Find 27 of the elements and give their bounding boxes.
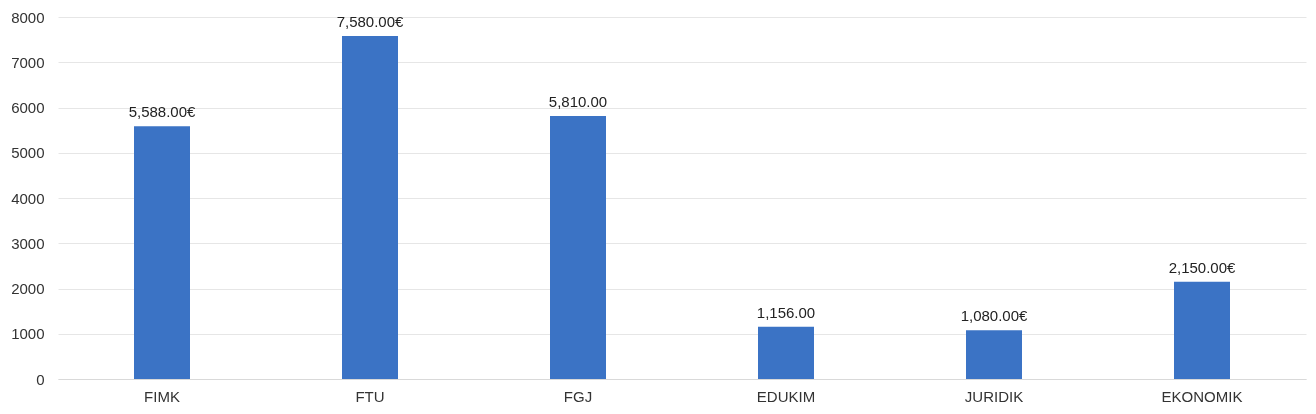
- y-tick-label: 3000: [11, 234, 45, 252]
- y-tick-label: 8000: [11, 8, 45, 26]
- bar: [342, 36, 398, 379]
- x-tick-label: EDUKIM: [756, 387, 816, 405]
- y-tick-label: 1000: [11, 325, 45, 343]
- y-tick-label: 6000: [11, 99, 45, 116]
- x-tick-label: FTU: [355, 387, 385, 405]
- y-tick-label: 5000: [11, 144, 45, 162]
- y-tick-label: 4000: [11, 189, 45, 207]
- data-label: 1,080.00€: [960, 307, 1029, 325]
- bar: [550, 116, 606, 379]
- bar: [1174, 281, 1230, 379]
- bar: [134, 126, 190, 379]
- y-tick-label: 2000: [11, 280, 45, 297]
- y-tick-label: 7000: [11, 53, 45, 71]
- x-tick-label: FGJ: [563, 387, 593, 405]
- data-label: 5,588.00€: [128, 103, 197, 121]
- data-label: 7,580.00€: [336, 13, 405, 31]
- x-tick-label: EKONOMIK: [1161, 387, 1243, 405]
- x-tick-label: FIMK: [144, 387, 180, 405]
- x-tick-label: JURIDIK: [964, 387, 1024, 405]
- y-tick-label: 0: [36, 370, 45, 388]
- bar: [966, 330, 1022, 379]
- data-label: 1,156.00: [756, 303, 816, 321]
- bar: [758, 326, 814, 379]
- data-label: 2,150.00€: [1168, 258, 1237, 276]
- data-label: 5,810.00: [548, 93, 608, 111]
